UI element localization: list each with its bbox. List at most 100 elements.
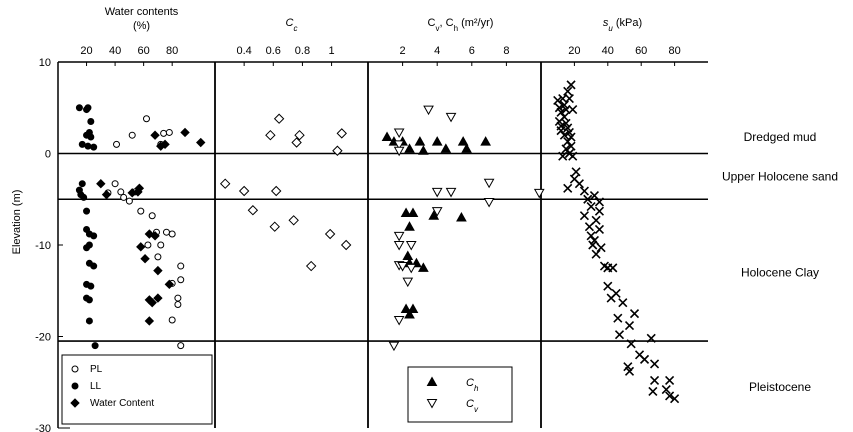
data-point-su bbox=[624, 366, 635, 376]
data-point-su bbox=[566, 141, 576, 151]
data-point-cc bbox=[270, 185, 282, 197]
data-point-ll bbox=[90, 232, 98, 240]
data-point-cv bbox=[405, 263, 417, 274]
legend-label: PL bbox=[90, 364, 103, 375]
y-axis-label: Elevation (m) bbox=[11, 190, 23, 255]
data-point-cv bbox=[483, 197, 495, 208]
data-point-ll bbox=[85, 317, 93, 325]
x-tick-label-cc: 1 bbox=[329, 45, 335, 57]
data-point-su bbox=[596, 243, 606, 253]
data-point-pl bbox=[157, 241, 165, 249]
data-point-su bbox=[594, 197, 605, 207]
data-point-pl bbox=[174, 294, 182, 302]
data-point-cv bbox=[405, 241, 417, 251]
data-marks bbox=[75, 80, 680, 404]
layer-boundaries bbox=[58, 152, 708, 342]
data-point-pl bbox=[160, 129, 168, 137]
data-point-ll bbox=[87, 117, 95, 125]
x-tick-label-su: 40 bbox=[602, 45, 614, 57]
data-point-su bbox=[553, 95, 563, 105]
x-tick-label-cvch: 4 bbox=[434, 45, 440, 57]
x-tick-label-cc: 0.8 bbox=[295, 45, 310, 57]
data-point-cv bbox=[393, 241, 405, 251]
data-point-cv bbox=[393, 316, 405, 326]
data-point-pl bbox=[168, 316, 176, 324]
x-tick-label-cvch: 8 bbox=[503, 45, 509, 57]
data-point-su bbox=[608, 263, 618, 273]
x-tick-label-cvch: 2 bbox=[400, 45, 406, 57]
data-point-pl bbox=[162, 228, 170, 236]
data-point-pl bbox=[144, 241, 152, 249]
x-tick-label-cvch: 6 bbox=[469, 45, 475, 57]
data-point-pl bbox=[113, 140, 121, 148]
data-point-ll bbox=[91, 342, 99, 350]
data-point-cv bbox=[533, 188, 545, 199]
data-point-su bbox=[618, 298, 628, 308]
data-point-cv bbox=[483, 178, 495, 189]
data-point-ch bbox=[407, 303, 419, 314]
data-point-water-content bbox=[144, 316, 155, 326]
data-point-cv bbox=[393, 231, 405, 242]
data-point-cv bbox=[393, 140, 405, 150]
data-point-su bbox=[563, 137, 573, 147]
data-point-ch bbox=[407, 207, 419, 217]
data-point-su bbox=[649, 359, 660, 369]
data-point-ll bbox=[75, 104, 83, 112]
data-point-su bbox=[584, 222, 594, 232]
data-point-cv bbox=[393, 146, 405, 157]
data-point-water-content bbox=[144, 295, 155, 305]
data-point-ll bbox=[78, 140, 86, 148]
data-point-su bbox=[665, 375, 675, 385]
data-point-ch bbox=[400, 207, 412, 217]
data-point-su bbox=[556, 107, 566, 117]
data-point-cv bbox=[388, 341, 400, 352]
y-axis: Elevation (m) 10 0 -10 -20 -30 bbox=[11, 57, 51, 432]
data-point-ll bbox=[80, 193, 88, 201]
legend-label-c-h: Ch bbox=[466, 377, 479, 393]
data-point-ll bbox=[87, 282, 95, 290]
data-point-ch bbox=[457, 136, 469, 146]
data-point-ll bbox=[85, 296, 93, 304]
data-point-su bbox=[591, 249, 601, 259]
data-point-cc bbox=[219, 178, 231, 189]
data-point-su bbox=[561, 144, 571, 154]
data-point-pl bbox=[117, 188, 125, 196]
data-point-su bbox=[556, 126, 566, 136]
data-point-ch bbox=[418, 262, 429, 272]
data-point-su bbox=[639, 354, 650, 364]
data-point-ll bbox=[90, 143, 98, 151]
data-point-su bbox=[594, 206, 605, 216]
data-point-su bbox=[563, 86, 573, 96]
data-point-su bbox=[649, 375, 660, 385]
y-tick-label: -30 bbox=[35, 423, 51, 432]
data-point-cv bbox=[431, 187, 443, 198]
data-point-ch bbox=[404, 143, 415, 153]
data-point-su bbox=[571, 167, 581, 177]
data-point-su bbox=[594, 224, 605, 235]
x-tick-label-su: 20 bbox=[568, 45, 580, 57]
data-point-pl bbox=[177, 342, 185, 350]
data-point-water-content bbox=[153, 293, 163, 303]
x-tick-label-cc: 0.4 bbox=[236, 45, 251, 57]
legend-marker-pl bbox=[71, 365, 79, 373]
data-point-su bbox=[626, 339, 636, 349]
data-point-cv bbox=[397, 262, 408, 272]
data-point-cv bbox=[445, 187, 457, 198]
data-point-cc bbox=[324, 228, 336, 240]
data-point-cc bbox=[305, 260, 317, 272]
data-point-cc bbox=[273, 113, 285, 124]
layer-label: Pleistocene bbox=[749, 380, 811, 394]
data-point-cc bbox=[269, 221, 280, 232]
data-point-ll bbox=[78, 180, 86, 188]
data-point-water-content bbox=[153, 265, 163, 276]
panel-title-cc: Cc bbox=[286, 17, 298, 33]
data-point-cv bbox=[431, 207, 443, 217]
panel-title-water-unit: (%) bbox=[133, 20, 150, 32]
data-point-su bbox=[661, 385, 671, 395]
x-tick-label-cc: 0.6 bbox=[266, 45, 281, 57]
data-point-pl bbox=[148, 212, 156, 220]
data-point-water-content bbox=[180, 127, 190, 138]
data-point-ch bbox=[404, 221, 415, 231]
data-point-su bbox=[566, 132, 576, 142]
data-point-cv bbox=[393, 128, 405, 138]
